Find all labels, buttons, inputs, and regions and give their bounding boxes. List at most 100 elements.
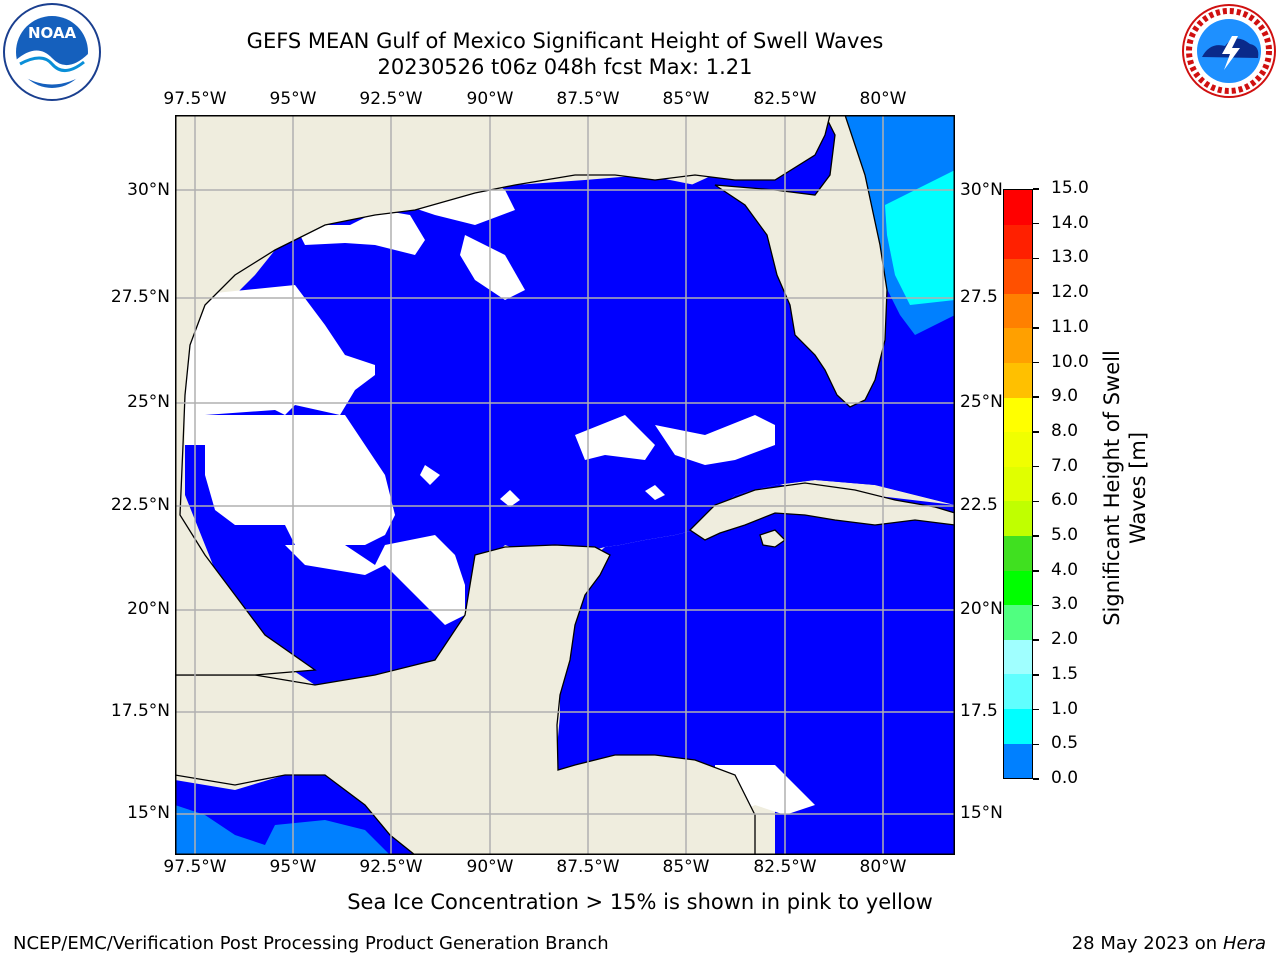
colorbar-tick-label: 13.0 bbox=[1051, 247, 1089, 268]
colorbar-tick-label: 1.5 bbox=[1051, 663, 1079, 684]
cuba-island bbox=[688, 482, 955, 541]
lat-label-right: 20°N bbox=[960, 599, 1003, 619]
colorbar-tick-mark bbox=[1033, 431, 1039, 433]
colorbar-tick-mark bbox=[1033, 500, 1039, 503]
lat-label-right: 22.5 bbox=[960, 495, 998, 515]
colorbar-tick-label: 1.0 bbox=[1051, 698, 1079, 719]
colorbar-tick-label: 9.0 bbox=[1051, 386, 1079, 407]
lon-label-bottom: 90°W bbox=[466, 857, 514, 877]
colorbar-swatch bbox=[1004, 190, 1032, 225]
colorbar-tick-label: 10.0 bbox=[1051, 351, 1089, 372]
lat-label-left: 17.5°N bbox=[110, 701, 170, 721]
colorbar-swatch bbox=[1004, 259, 1032, 294]
colorbar-swatch bbox=[1004, 293, 1032, 329]
colorbar-tick-label: 14.0 bbox=[1051, 212, 1089, 233]
pacific-mid-swell bbox=[175, 805, 390, 855]
colorbar-swatch bbox=[1004, 501, 1032, 536]
missing-data-areas bbox=[185, 170, 815, 815]
colorbar-swatch bbox=[1004, 639, 1032, 675]
lon-label-top: 92.5°W bbox=[359, 89, 423, 109]
colorbar-tick-mark bbox=[1033, 361, 1039, 364]
lon-label-top: 82.5°W bbox=[753, 89, 817, 109]
map-plot bbox=[175, 115, 955, 855]
colorbar-label-line2: Waves [m] bbox=[1126, 431, 1151, 545]
lon-label-bottom: 85°W bbox=[662, 857, 710, 877]
colorbar-tick-label: 4.0 bbox=[1051, 559, 1079, 580]
colorbar-tick-mark bbox=[1033, 535, 1039, 537]
noaa-logo-text: NOAA bbox=[28, 24, 77, 42]
lon-label-bottom: 95°W bbox=[269, 857, 317, 877]
lon-label-bottom: 92.5°W bbox=[359, 857, 423, 877]
colorbar-ticks: 15.0 14.0 13.0 12.0 11.0 10.0 9.0 8.0 7.0 6.0 5.0 4… bbox=[1033, 178, 1103, 788]
colorbar-tick-label: 8.0 bbox=[1051, 420, 1079, 441]
colorbar-swatch bbox=[1004, 570, 1032, 606]
lat-label-left: 30°N bbox=[127, 180, 170, 200]
lat-label-left: 22.5°N bbox=[110, 495, 170, 515]
colorbar-tick-mark bbox=[1033, 257, 1039, 260]
colorbar-swatch bbox=[1004, 432, 1032, 467]
map-subtitle: 20230526 t06z 048h fcst Max: 1.21 bbox=[377, 55, 753, 79]
lat-label-left: 27.5°N bbox=[110, 287, 170, 307]
colorbar-tick-label: 0.0 bbox=[1051, 768, 1079, 788]
lat-label-left: 25°N bbox=[127, 392, 170, 412]
lon-label-top: 97.5°W bbox=[163, 89, 227, 109]
colorbar-tick-label: 0.5 bbox=[1051, 733, 1079, 754]
date-value: 28 May 2023 on bbox=[1071, 933, 1218, 954]
colorbar-tick-mark bbox=[1033, 465, 1039, 468]
lon-label-top: 80°W bbox=[859, 89, 907, 109]
colorbar-swatch bbox=[1004, 708, 1032, 744]
lat-label-left: 15°N bbox=[127, 803, 170, 823]
colorbar-tick-mark bbox=[1033, 396, 1039, 398]
lon-label-top: 90°W bbox=[466, 89, 514, 109]
colorbar-tick-mark bbox=[1033, 292, 1039, 294]
lon-label-bottom: 87.5°W bbox=[556, 857, 620, 877]
colorbar-tick-label: 2.0 bbox=[1051, 629, 1079, 650]
colorbar-swatch bbox=[1004, 397, 1032, 433]
colorbar-label: Significant Height of Swell Waves [m] bbox=[990, 350, 1260, 626]
colorbar-tick-mark bbox=[1033, 604, 1039, 607]
mexico-west-coast bbox=[175, 115, 831, 676]
colorbar-tick-mark bbox=[1033, 674, 1039, 676]
lon-label-top: 87.5°W bbox=[556, 89, 620, 109]
lon-label-bottom: 82.5°W bbox=[753, 857, 817, 877]
lon-label-top: 95°W bbox=[269, 89, 317, 109]
caribbean-ocean bbox=[565, 535, 955, 855]
date-text: 28 May 2023 on Hera bbox=[1072, 933, 1266, 954]
lat-label-right: 17.5 bbox=[960, 701, 998, 721]
machine-name: Hera bbox=[1222, 933, 1266, 954]
gulf-ocean-west bbox=[185, 115, 955, 685]
colorbar-swatch bbox=[1004, 224, 1032, 260]
nws-logo bbox=[1182, 4, 1276, 98]
colorbar-tick-mark bbox=[1033, 708, 1039, 711]
colorbar-swatch bbox=[1004, 535, 1032, 571]
colorbar-tick-label: 11.0 bbox=[1051, 316, 1089, 337]
colorbar-swatch bbox=[1004, 674, 1032, 709]
colorbar-swatch bbox=[1004, 605, 1032, 640]
colorbar-tick-mark bbox=[1033, 327, 1039, 329]
jamaica-island bbox=[759, 529, 787, 548]
colorbar-tick-mark bbox=[1033, 188, 1039, 190]
colorbar-tick-label: 7.0 bbox=[1051, 455, 1079, 476]
atlantic-high-swell bbox=[885, 170, 955, 305]
colorbar-tick-label: 6.0 bbox=[1051, 490, 1079, 511]
sea-ice-note: Sea Ice Concentration > 15% is shown in … bbox=[347, 890, 933, 914]
lat-label-right: 15°N bbox=[960, 803, 1003, 823]
noaa-logo: NOAA bbox=[3, 3, 101, 101]
lat-label-right: 30°N bbox=[960, 180, 1003, 200]
colorbar-tick-mark bbox=[1033, 570, 1039, 572]
colorbar bbox=[1003, 189, 1033, 779]
lat-label-right: 25°N bbox=[960, 392, 1003, 412]
colorbar-tick-label: 12.0 bbox=[1051, 282, 1089, 303]
map-title: GEFS MEAN Gulf of Mexico Significant Hei… bbox=[246, 29, 884, 53]
colorbar-swatch bbox=[1004, 743, 1032, 779]
lon-label-bottom: 97.5°W bbox=[163, 857, 227, 877]
colorbar-swatch bbox=[1004, 466, 1032, 502]
lon-label-top: 85°W bbox=[662, 89, 710, 109]
colorbar-label-line1: Significant Height of Swell bbox=[1100, 350, 1125, 626]
lat-label-right: 27.5 bbox=[960, 287, 998, 307]
colorbar-tick-mark bbox=[1033, 778, 1039, 780]
credit-text: NCEP/EMC/Verification Post Processing Pr… bbox=[13, 933, 609, 954]
colorbar-tick-mark bbox=[1033, 222, 1039, 225]
map-frame bbox=[175, 115, 955, 855]
colorbar-tick-label: 15.0 bbox=[1051, 178, 1089, 198]
